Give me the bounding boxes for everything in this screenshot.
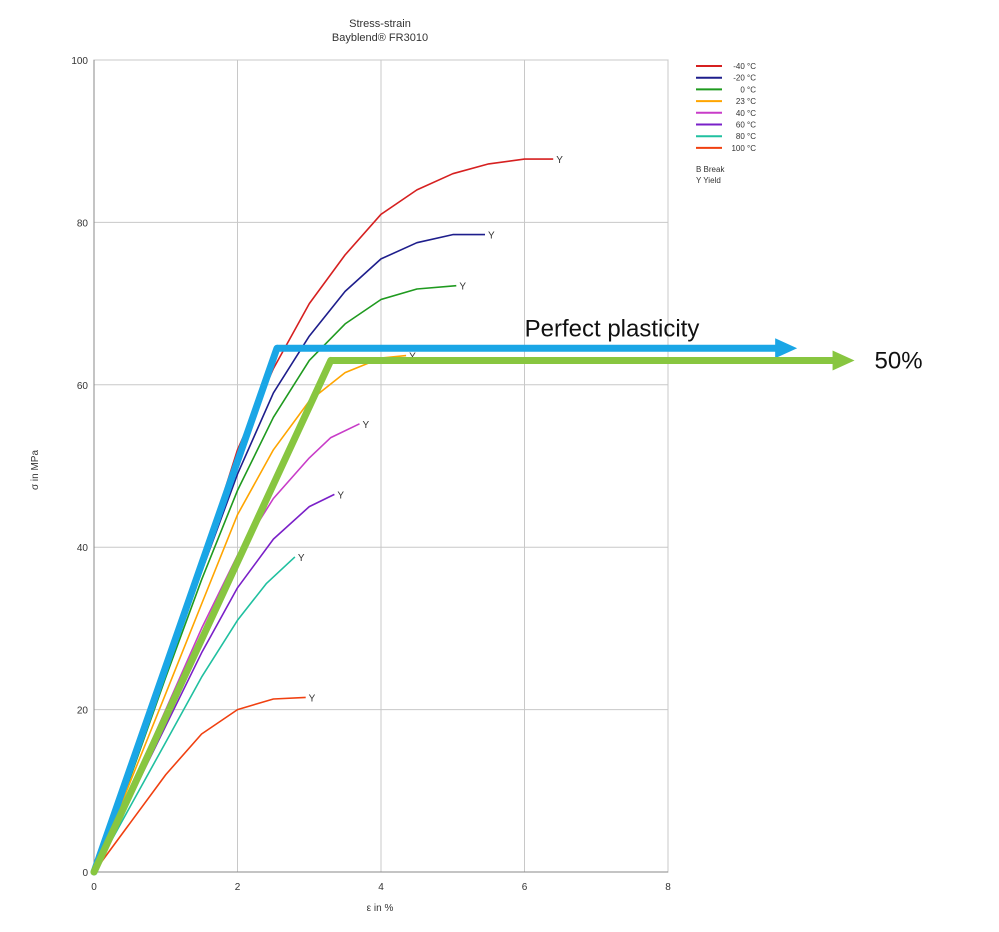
- y-tick-label: 80: [77, 218, 89, 229]
- legend: -40 °C -20 °C 0 °C 23 °C 40 °C 60 °C 80 °C 100 …: [696, 62, 756, 185]
- grid: [93, 59, 669, 873]
- legend-label: 80 °C: [736, 132, 756, 141]
- series-line: [93, 493, 335, 873]
- x-tick-label: 0: [91, 882, 97, 893]
- y-tick-label: 0: [82, 868, 88, 879]
- series-group: YYYYYYYY: [93, 155, 563, 873]
- x-tick-label: 4: [378, 882, 384, 893]
- chart-subtitle: Bayblend® FR3010: [332, 32, 428, 44]
- series-line: [93, 233, 485, 873]
- annotation-arrow-head: [775, 338, 798, 359]
- legend-label: -40 °C: [733, 62, 756, 71]
- legend-note: B Break: [696, 165, 725, 174]
- series-line: [93, 556, 296, 873]
- x-tick-label: 2: [235, 882, 241, 893]
- y-tick-label: 100: [71, 56, 88, 67]
- yield-marker: Y: [556, 155, 563, 166]
- annotation-label: Perfect plasticity: [525, 315, 700, 342]
- yield-marker: Y: [362, 420, 369, 431]
- legend-label: 40 °C: [736, 109, 756, 118]
- x-axis-label: ε in %: [367, 903, 394, 914]
- x-tick-label: 6: [522, 882, 528, 893]
- legend-label: 100 °C: [731, 144, 756, 153]
- annotation-arrow-head: [832, 350, 855, 371]
- annotation-line: [90, 344, 281, 876]
- series-line: [93, 696, 306, 873]
- chart-title: Stress-strain: [349, 18, 411, 30]
- legend-label: -20 °C: [733, 74, 756, 83]
- y-tick-label: 40: [77, 543, 89, 554]
- yield-marker: Y: [309, 693, 316, 704]
- x-tick-label: 8: [665, 882, 671, 893]
- yield-marker: Y: [488, 231, 495, 242]
- yield-marker: Y: [337, 490, 344, 501]
- y-axis-label: σ in MPa: [30, 450, 41, 491]
- annotation-line: [90, 356, 335, 876]
- series-line: [93, 158, 554, 873]
- legend-label: 0 °C: [740, 85, 756, 94]
- y-tick-label: 20: [77, 706, 89, 717]
- legend-note: Y Yield: [696, 176, 721, 185]
- annotation-label: 50%: [875, 347, 923, 374]
- y-tick-label: 60: [77, 381, 89, 392]
- legend-label: 23 °C: [736, 97, 756, 106]
- yield-marker: Y: [459, 282, 466, 293]
- yield-marker: Y: [298, 553, 305, 564]
- series-line: [93, 354, 407, 873]
- series-line: [93, 284, 457, 873]
- annotations-group: Perfect plasticity 50%: [90, 315, 923, 876]
- legend-label: 60 °C: [736, 121, 756, 130]
